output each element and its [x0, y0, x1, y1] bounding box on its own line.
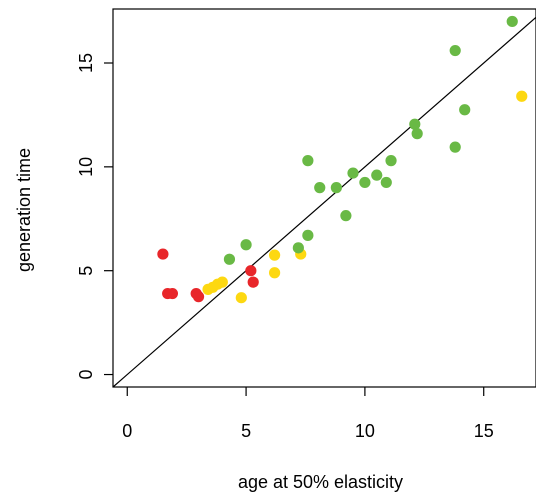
x-axis: 0 5 10 15	[122, 387, 494, 441]
plot-frame	[112, 8, 536, 388]
data-point-green-12	[385, 155, 397, 167]
data-point-green-14	[411, 128, 423, 140]
data-point-green-0	[223, 253, 236, 265]
x-tick-label-5: 5	[241, 421, 251, 441]
data-point-green-15	[449, 44, 461, 57]
data-point-yellow-5	[268, 249, 281, 261]
data-point-green-13	[409, 118, 421, 130]
data-point-green-7	[340, 210, 352, 222]
data-point-green-8	[347, 167, 359, 179]
data-point-green-10	[371, 169, 383, 181]
data-point-green-3	[302, 229, 314, 241]
data-point-red-6	[247, 276, 259, 288]
data-point-green-17	[459, 104, 471, 116]
data-point-green-9	[359, 176, 371, 189]
data-point-green-1	[240, 239, 252, 251]
data-point-yellow-3	[216, 276, 228, 288]
data-points	[157, 15, 528, 304]
data-point-green-16	[449, 141, 461, 153]
x-tick-label-0: 0	[122, 421, 132, 441]
y-tick-label-10: 10	[76, 157, 96, 177]
data-point-red-4	[192, 291, 205, 303]
data-point-yellow-4	[235, 292, 247, 304]
data-point-green-18	[506, 15, 518, 28]
reference-line-y-equals-x	[112, 16, 536, 388]
data-point-green-2	[292, 242, 304, 254]
x-tick-label-15: 15	[474, 421, 494, 441]
data-point-yellow-6	[268, 267, 281, 279]
x-tick-label-10: 10	[355, 421, 375, 441]
data-point-green-4	[302, 155, 314, 167]
data-point-green-5	[314, 182, 326, 194]
data-point-red-0	[157, 248, 169, 260]
data-point-red-5	[245, 265, 257, 277]
data-point-green-6	[330, 182, 342, 194]
y-axis: 0 5 10 15	[76, 53, 113, 380]
y-tick-label-15: 15	[76, 53, 96, 73]
plot-area	[112, 8, 536, 388]
y-tick-label-0: 0	[76, 370, 96, 380]
data-point-green-11	[380, 176, 392, 189]
y-axis-label: generation time	[14, 148, 34, 272]
y-tick-label-5: 5	[76, 266, 96, 276]
x-axis-label: age at 50% elasticity	[238, 472, 403, 492]
data-point-red-2	[166, 287, 179, 300]
data-point-yellow-8	[516, 90, 528, 102]
